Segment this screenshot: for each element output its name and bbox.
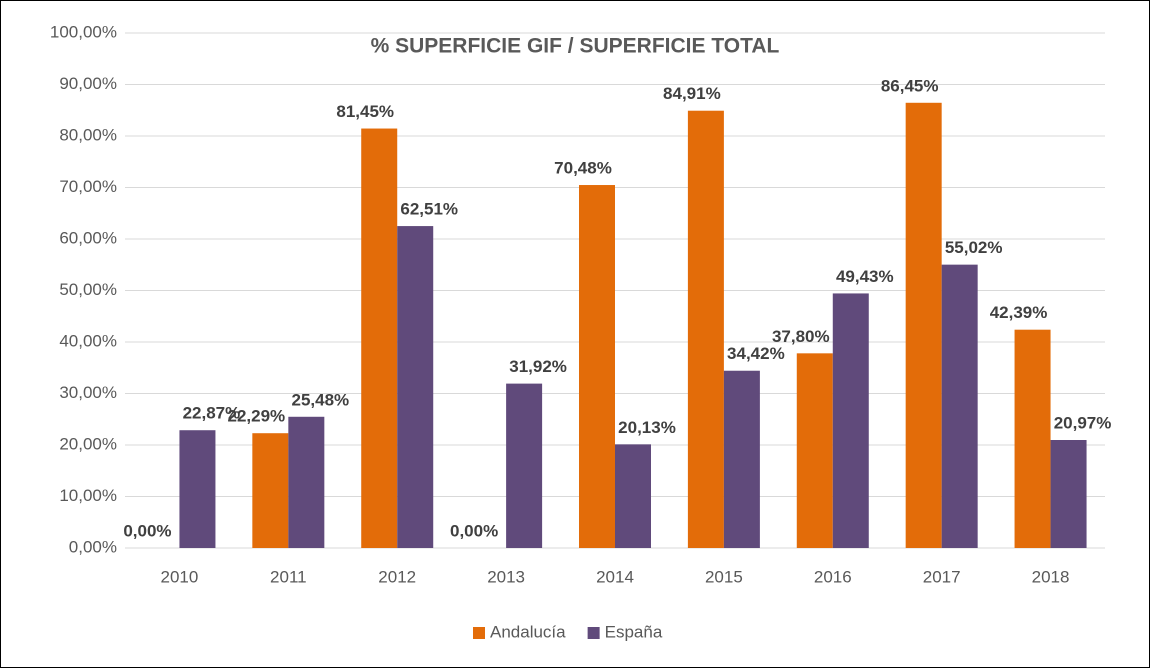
y-tick-label: 60,00% — [59, 228, 117, 247]
chart-title: % SUPERFICIE GIF / SUPERFICIE TOTAL — [371, 35, 780, 58]
value-label: 84,91% — [663, 84, 721, 103]
bar — [288, 416, 325, 548]
y-tick-label: 10,00% — [59, 486, 117, 505]
bar — [905, 102, 942, 548]
y-tick-label: 90,00% — [59, 74, 117, 93]
legend-swatch — [587, 627, 600, 639]
value-label: 0,00% — [123, 521, 171, 540]
bar — [941, 264, 978, 548]
value-label: 42,39% — [990, 303, 1048, 322]
value-label: 20,97% — [1054, 413, 1112, 432]
bar — [579, 185, 615, 548]
y-tick-label: 100,00% — [50, 22, 117, 41]
value-label: 86,45% — [881, 76, 939, 95]
bar — [1014, 329, 1051, 548]
value-label: 0,00% — [450, 521, 498, 540]
legend-swatch — [473, 627, 485, 639]
bar — [687, 110, 724, 548]
value-label: 62,51% — [400, 200, 458, 219]
bar — [1050, 440, 1087, 548]
bar — [179, 430, 216, 548]
value-label: 22,29% — [227, 407, 285, 426]
bar — [723, 370, 760, 548]
legend-label: Andalucía — [490, 622, 566, 641]
y-tick-label: 50,00% — [59, 280, 117, 299]
value-label: 70,48% — [554, 159, 612, 178]
y-tick-label: 30,00% — [59, 383, 117, 402]
x-tick-label: 2018 — [1032, 567, 1070, 586]
value-label: 81,45% — [336, 102, 394, 121]
x-tick-label: 2015 — [705, 567, 743, 586]
bar — [796, 353, 833, 548]
value-label: 49,43% — [836, 267, 894, 286]
x-tick-label: 2016 — [814, 567, 852, 586]
legend-label: España — [605, 622, 663, 641]
value-label: 55,02% — [945, 238, 1003, 257]
bar — [397, 226, 434, 549]
y-tick-label: 0,00% — [69, 537, 117, 556]
bar — [506, 383, 543, 548]
bar — [832, 293, 869, 548]
bar — [361, 128, 398, 548]
value-label: 34,42% — [727, 344, 785, 363]
value-label: 37,80% — [772, 327, 830, 346]
x-tick-label: 2010 — [161, 567, 199, 586]
bar — [615, 444, 651, 548]
x-tick-label: 2017 — [923, 567, 961, 586]
x-tick-label: 2014 — [596, 567, 634, 586]
value-label: 25,48% — [291, 390, 349, 409]
x-tick-label: 2012 — [378, 567, 416, 586]
y-tick-label: 70,00% — [59, 177, 117, 196]
value-label: 31,92% — [509, 357, 567, 376]
x-tick-label: 2011 — [270, 567, 307, 586]
bar — [252, 433, 289, 548]
y-tick-label: 40,00% — [59, 331, 117, 350]
y-tick-label: 20,00% — [59, 434, 117, 453]
value-label: 22,87% — [183, 404, 241, 423]
value-label: 20,13% — [618, 418, 676, 437]
x-tick-label: 2013 — [487, 567, 525, 586]
y-tick-label: 80,00% — [59, 125, 117, 144]
